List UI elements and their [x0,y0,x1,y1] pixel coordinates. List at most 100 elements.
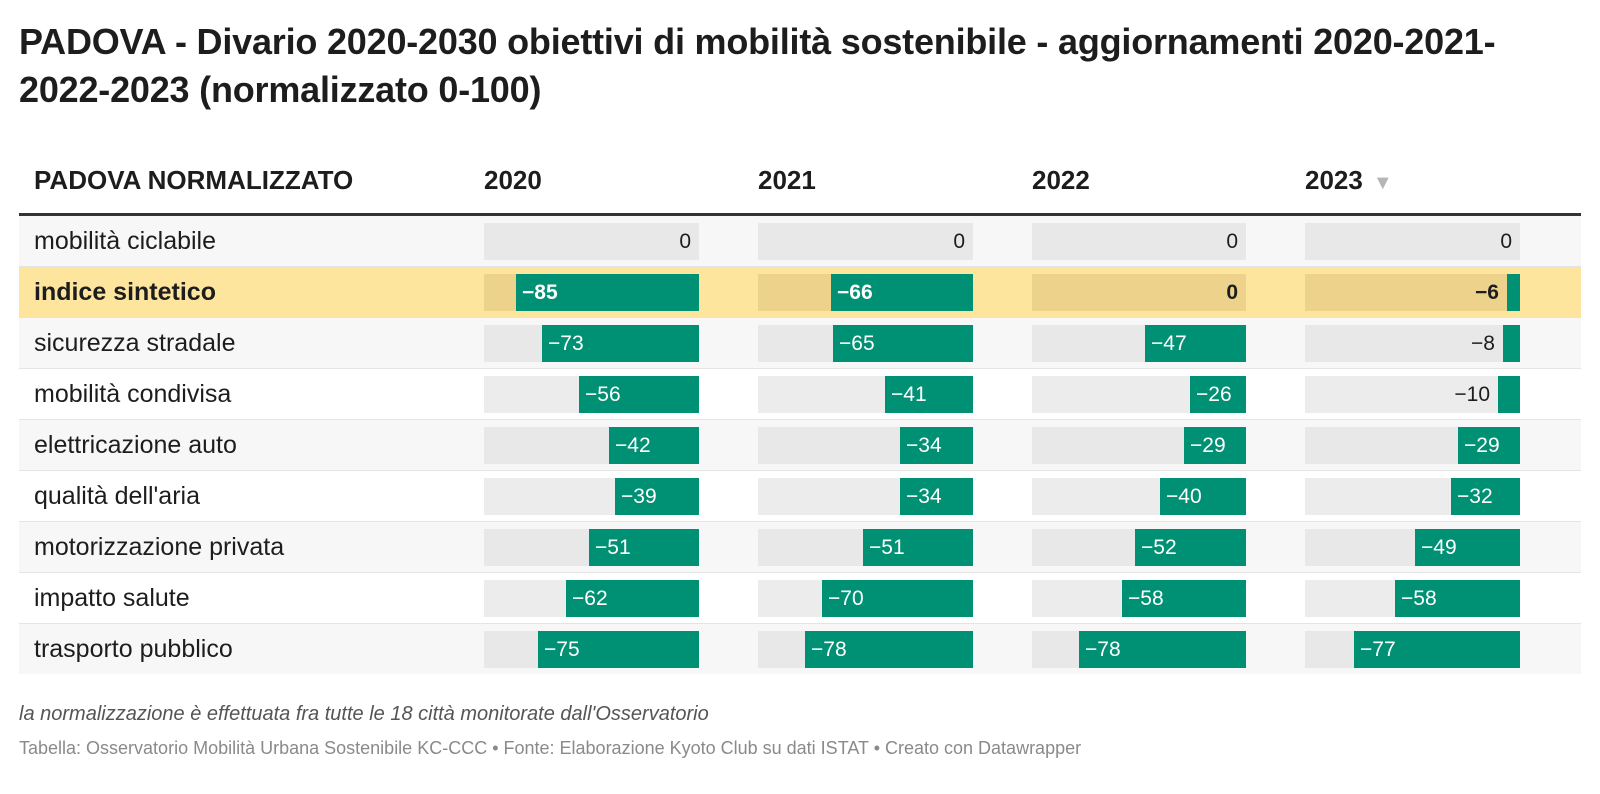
bar-track [1305,223,1520,260]
bar [615,478,699,515]
header-2020[interactable]: 2020 [484,165,542,195]
data-label: −51 [595,536,631,559]
value-cell-2020: −39 [484,478,699,515]
header-2022[interactable]: 2022 [1032,165,1090,195]
bar [538,631,699,668]
bar [1458,427,1520,464]
bar [1498,376,1520,413]
data-label: −40 [1166,485,1202,508]
value-cell-2023: −58 [1305,580,1520,617]
value-cell-2022: −78 [1032,631,1246,668]
bar [516,274,699,311]
value-cell-2020: −73 [484,325,699,362]
data-label: −41 [891,383,927,406]
value-cell-2022: −47 [1032,325,1246,362]
table-row: impatto salute −62 −70 −58 −58 [19,573,1581,624]
bar-track [1305,325,1520,362]
row-label: impatto salute [34,584,190,612]
value-cell-2021: −65 [758,325,973,362]
value-cell-2021: −51 [758,529,973,566]
value-cell-2023: −8 [1305,325,1520,362]
bar [900,427,973,464]
row-label: elettricazione auto [34,431,237,459]
data-label: −39 [621,485,657,508]
bar [1503,325,1520,362]
data-label: −73 [548,332,584,355]
value-cell-2020: 0 [484,223,699,260]
bar [900,478,973,515]
bar [1507,274,1520,311]
footnote: la normalizzazione è effettuata fra tutt… [19,703,709,725]
data-label: −32 [1457,485,1493,508]
data-label: −70 [828,587,864,610]
bar [542,325,699,362]
data-label: −56 [585,383,621,406]
row-label: trasporto pubblico [34,635,233,663]
value-cell-2023: −49 [1305,529,1520,566]
value-cell-2021: 0 [758,223,973,260]
data-label: −34 [906,485,942,508]
value-cell-2022: −26 [1032,376,1246,413]
data-label: 0 [679,230,691,253]
bar [831,274,973,311]
data-label: −66 [837,281,873,304]
value-cell-2021: −70 [758,580,973,617]
row-label: mobilità condivisa [34,380,232,408]
value-cell-2022: 0 [1032,274,1246,311]
data-label: −49 [1421,536,1457,559]
value-cell-2022: −52 [1032,529,1246,566]
bar [1079,631,1246,668]
value-cell-2022: −29 [1032,427,1246,464]
value-cell-2020: −62 [484,580,699,617]
value-cell-2023: −29 [1305,427,1520,464]
table-body: mobilità ciclabile 0 0 0 0 indice sintetico −8… [19,216,1581,674]
value-cell-2021: −41 [758,376,973,413]
bar-track [758,223,973,260]
bar [822,580,973,617]
header-2021[interactable]: 2021 [758,165,816,195]
data-label: 0 [953,230,965,253]
table-row: motorizzazione privata −51 −51 −52 −49 [19,522,1581,573]
bar-track [1305,376,1520,413]
bar [1395,580,1520,617]
bar [1190,376,1246,413]
data-label: 0 [1226,281,1238,304]
data-label: −77 [1360,638,1396,661]
data-label: −58 [1401,587,1437,610]
value-cell-2023: −10 [1305,376,1520,413]
data-label: −78 [811,638,847,661]
data-label: −34 [906,434,942,457]
data-label: −58 [1128,587,1164,610]
value-cell-2022: −58 [1032,580,1246,617]
data-label: −78 [1085,638,1121,661]
bar [805,631,973,668]
value-cell-2023: −32 [1305,478,1520,515]
table-row: mobilità condivisa −56 −41 −26 −10 [19,369,1581,420]
value-cell-2021: −78 [758,631,973,668]
data-label: −42 [615,434,651,457]
bar [1145,325,1246,362]
data-label: −29 [1190,434,1226,457]
value-cell-2021: −66 [758,274,973,311]
bar [1415,529,1520,566]
value-cell-2020: −56 [484,376,699,413]
bar-track [1032,274,1246,311]
bar [609,427,699,464]
bar [579,376,699,413]
bar [885,376,973,413]
data-label: −52 [1141,536,1177,559]
source-credit: Tabella: Osservatorio Mobilità Urbana So… [19,738,1082,758]
header-2023[interactable]: 2023 ▼ [1305,165,1393,196]
data-label: −10 [1454,383,1490,406]
sort-down-icon: ▼ [1372,172,1393,194]
value-cell-2023: −6 [1305,274,1520,311]
bar [1451,478,1520,515]
data-label: −65 [839,332,875,355]
value-cell-2020: −42 [484,427,699,464]
value-cell-2022: 0 [1032,223,1246,260]
bar-track [484,223,699,260]
data-label: −62 [572,587,608,610]
header-label-column[interactable]: PADOVA NORMALIZZATO [34,165,354,195]
bar [833,325,973,362]
row-label: motorizzazione privata [34,533,285,561]
